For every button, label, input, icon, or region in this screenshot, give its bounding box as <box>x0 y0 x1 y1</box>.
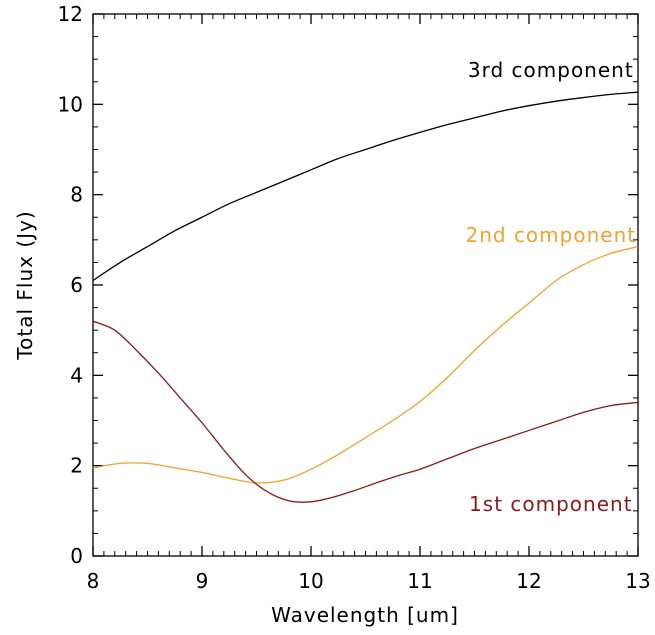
series-line-3 <box>92 320 639 503</box>
y-tick-label: 8 <box>70 183 83 207</box>
x-tick-label: 9 <box>196 569 209 593</box>
series-annotation-3: 1st component <box>469 492 633 516</box>
series-annotation-1: 3rd component <box>468 58 634 82</box>
labels-layer: 8 9 10 11 12 13 0 2 4 6 8 10 12 3rd component 2nd comp… <box>58 2 651 593</box>
y-tick-label: 0 <box>70 544 83 568</box>
series-line-1 <box>92 91 639 282</box>
x-tick-label: 8 <box>87 569 100 593</box>
x-tick-label: 13 <box>625 569 650 593</box>
y-tick-label: 12 <box>58 2 83 26</box>
series-layer <box>92 91 639 503</box>
y-tick-label: 4 <box>70 363 83 387</box>
plot-frame <box>92 13 639 557</box>
x-tick-label: 11 <box>407 569 432 593</box>
y-tick-label: 2 <box>70 454 83 478</box>
series-annotation-2: 2nd component <box>465 223 636 247</box>
x-tick-label: 10 <box>298 569 323 593</box>
x-tick-label: 12 <box>516 569 541 593</box>
y-tick-label: 10 <box>58 92 83 116</box>
ticks-layer <box>92 13 639 557</box>
series-line-2 <box>92 245 639 484</box>
x-axis-title: Wavelength [um] <box>271 603 459 627</box>
y-axis-title: Total Flux (Jy) <box>13 210 37 360</box>
y-tick-label: 6 <box>70 273 83 297</box>
